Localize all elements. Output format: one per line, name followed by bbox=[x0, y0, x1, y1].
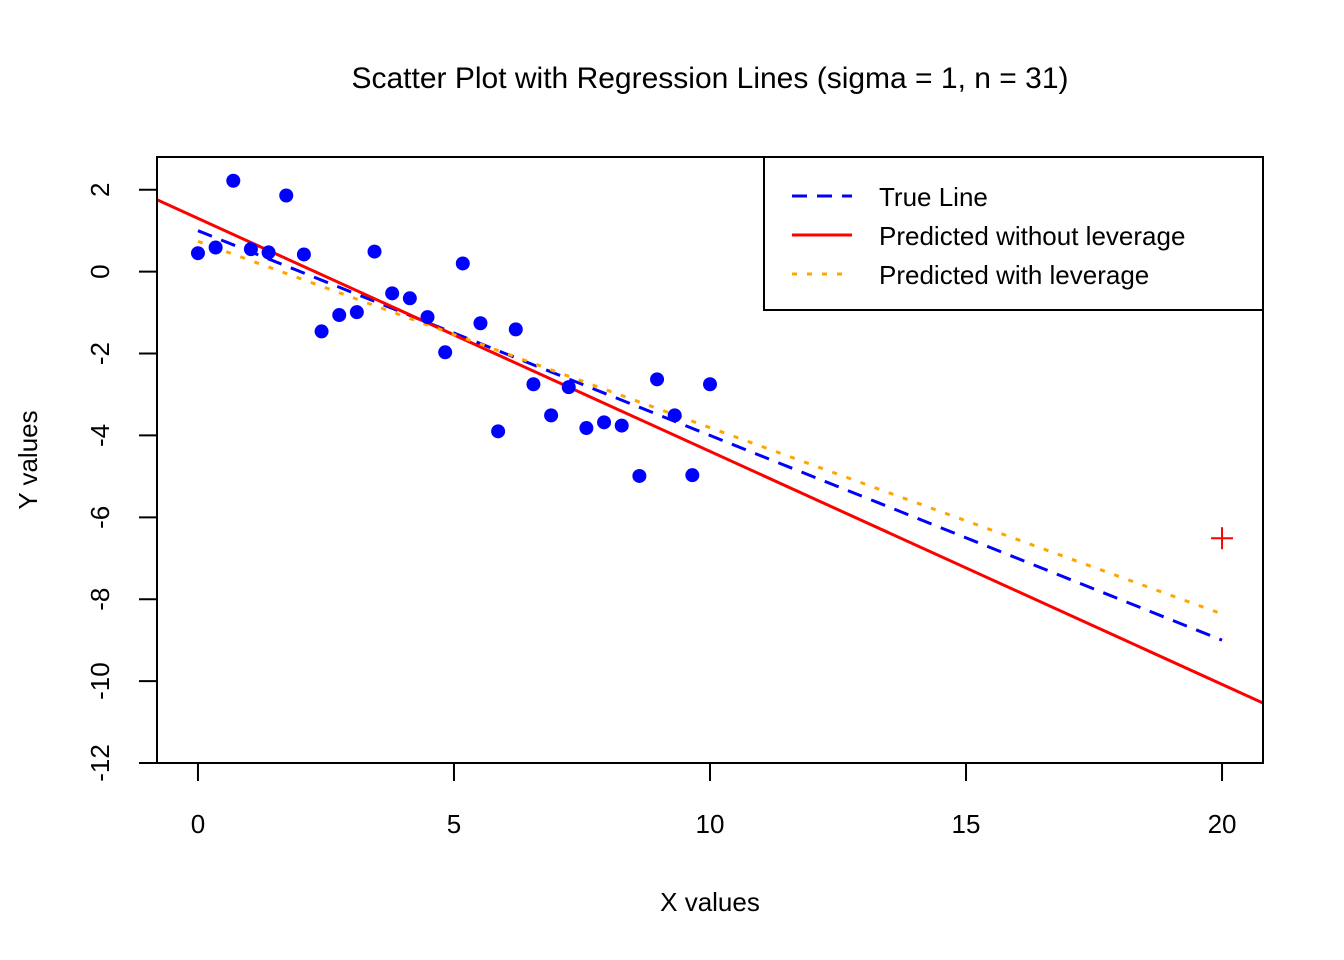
data-point bbox=[420, 310, 435, 325]
y-tick-label: -12 bbox=[85, 744, 115, 782]
data-point bbox=[438, 345, 453, 360]
data-point bbox=[703, 377, 717, 392]
legend-label-without-leverage: Predicted without leverage bbox=[879, 221, 1185, 251]
data-point bbox=[402, 291, 417, 306]
y-axis-label: Y values bbox=[13, 410, 43, 509]
data-point bbox=[296, 247, 311, 262]
y-tick-label: -10 bbox=[85, 662, 115, 700]
data-point bbox=[243, 242, 258, 257]
x-tick-label: 10 bbox=[696, 809, 725, 839]
predicted-without-leverage-line bbox=[157, 198, 1263, 705]
regression-lines bbox=[157, 198, 1263, 705]
data-point bbox=[685, 468, 700, 483]
data-point bbox=[473, 316, 488, 331]
data-point bbox=[385, 286, 400, 301]
data-point bbox=[226, 173, 241, 188]
data-point bbox=[208, 240, 223, 255]
predicted-with-leverage-line bbox=[197, 239, 1223, 616]
data-point bbox=[455, 256, 470, 271]
leverage-point bbox=[1211, 527, 1234, 550]
legend: True Line Predicted without leverage Pre… bbox=[763, 156, 1264, 311]
data-point bbox=[349, 305, 364, 320]
legend-label-with-leverage: Predicted with leverage bbox=[879, 260, 1149, 290]
data-point bbox=[650, 372, 665, 387]
plot-frame bbox=[156, 156, 1264, 764]
data-point bbox=[632, 468, 647, 483]
y-tick-label: 0 bbox=[85, 264, 115, 278]
data-point bbox=[332, 308, 347, 323]
data-point bbox=[261, 245, 276, 260]
x-ticks: 0 5 10 15 20 bbox=[191, 763, 1237, 839]
x-tick-label: 20 bbox=[1208, 809, 1237, 839]
data-point bbox=[491, 424, 506, 439]
y-tick-label: -6 bbox=[85, 506, 115, 529]
data-point bbox=[561, 380, 576, 395]
x-tick-label: 15 bbox=[952, 809, 981, 839]
data-point bbox=[544, 408, 559, 423]
data-point bbox=[579, 421, 594, 436]
data-point bbox=[279, 188, 294, 203]
data-point bbox=[614, 418, 629, 433]
legend-label-true-line: True Line bbox=[879, 182, 988, 212]
x-axis-label: X values bbox=[660, 887, 760, 917]
y-ticks: 2 0 -2 -4 -6 -8 -10 -12 bbox=[85, 183, 157, 782]
y-tick-label: -4 bbox=[85, 424, 115, 447]
true-line bbox=[197, 229, 1223, 642]
y-tick-label: -8 bbox=[85, 588, 115, 611]
data-point bbox=[314, 324, 329, 339]
data-point bbox=[367, 244, 382, 259]
y-tick-label: -2 bbox=[85, 342, 115, 365]
data-point bbox=[597, 415, 612, 430]
x-tick-label: 0 bbox=[191, 809, 205, 839]
data-points bbox=[190, 173, 1234, 550]
data-point bbox=[508, 322, 523, 337]
data-point bbox=[667, 408, 682, 423]
x-tick-label: 5 bbox=[447, 809, 461, 839]
y-tick-label: 2 bbox=[85, 183, 115, 197]
data-point bbox=[190, 246, 205, 261]
chart-title: Scatter Plot with Regression Lines (sigm… bbox=[351, 62, 1068, 95]
data-point bbox=[526, 377, 541, 392]
